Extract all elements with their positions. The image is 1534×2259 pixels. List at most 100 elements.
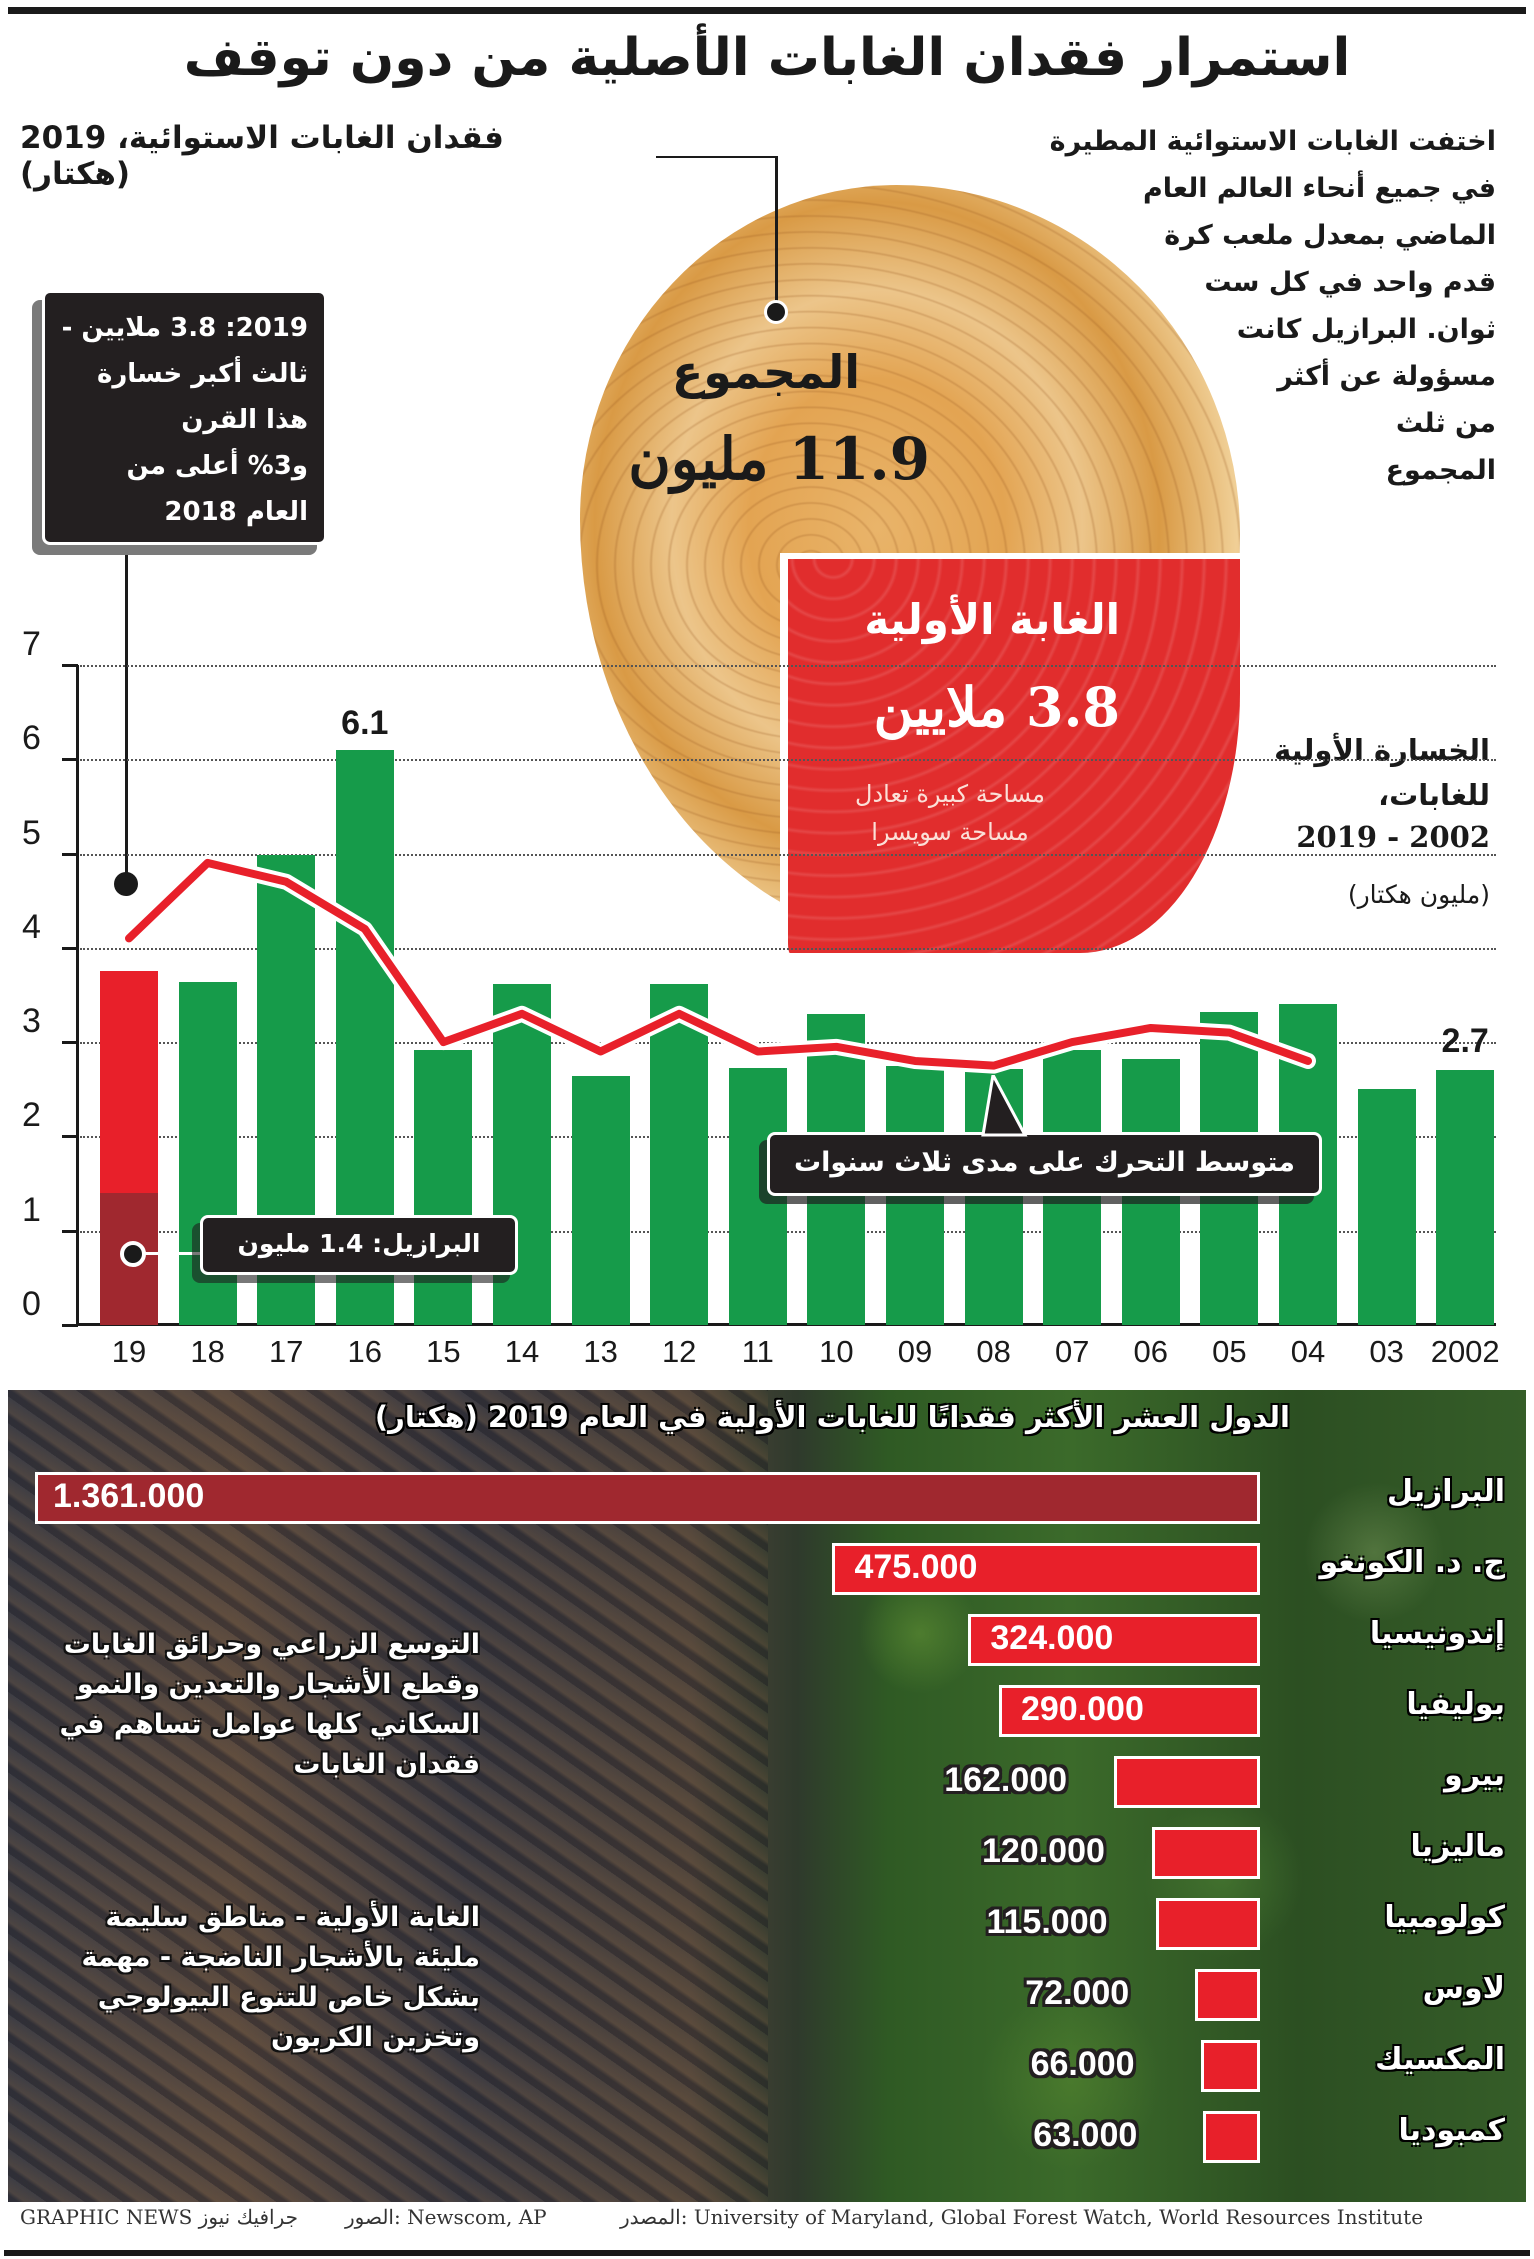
country-value: 63.000 [1033, 2116, 1138, 2154]
moving-average-label: متوسط التحرك على مدى ثلاث سنوات [767, 1132, 1322, 1196]
causes-text: التوسع الزراعي وحرائق الغابات وقطع الأشج… [20, 1625, 480, 1785]
country-name: البرازيل [1386, 1474, 1505, 1509]
country-bar [998, 1685, 1260, 1737]
x-tick-label: 06 [1133, 1334, 1169, 1369]
country-bar [1200, 2040, 1260, 2092]
y-tick-label: 7 [22, 624, 41, 663]
causes-line: وقطع الأشجار والتعدين والنمو [76, 1669, 480, 1700]
country-bar [832, 1543, 1260, 1595]
intro-line: في جميع أنحاء العالم العام [1142, 173, 1496, 204]
x-tick-label: 19 [111, 1334, 147, 1369]
bar [1436, 1070, 1495, 1325]
definition-line: الغابة الأولية - مناطق سليمة [105, 1902, 480, 1933]
footer-source: المصدر: University of Maryland, Global F… [620, 2205, 1424, 2229]
gridline [80, 1230, 1496, 1233]
country-value: 290.000 [1020, 1690, 1144, 1728]
y-tick-label: 5 [22, 813, 41, 852]
definition-text: الغابة الأولية - مناطق سليمة مليئة بالأش… [20, 1898, 480, 2058]
callout-line: العام 2018 [164, 497, 308, 527]
country-bar [968, 1614, 1260, 1666]
y-tick-label: 4 [22, 907, 41, 946]
country-bar [1151, 1827, 1260, 1879]
note-line: مساحة كبيرة تعادل [855, 780, 1045, 808]
country-bar [35, 1472, 1260, 1524]
x-tick-label: 10 [819, 1334, 854, 1369]
total-label: المجموع [671, 345, 860, 399]
x-tick-label: 13 [583, 1334, 618, 1369]
country-value: 1.361.000 [53, 1477, 205, 1515]
intro-line: المجموع [1385, 455, 1496, 486]
chart-title-line: الخسارة الأولية [1274, 733, 1490, 767]
country-name: كمبوديا [1398, 2113, 1505, 2148]
y-tick [62, 1041, 78, 1045]
chart-title-line: للغابات، [1378, 778, 1490, 812]
y-tick [62, 852, 78, 856]
deforestation-photo [8, 1390, 1526, 2202]
country-name: لاوس [1422, 1971, 1505, 2006]
intro-line: اختفت الغابات الاستوائية المطيرة [1049, 126, 1496, 157]
callout-line: ثالث أكبر خسارة [96, 359, 308, 389]
callout-line: و3% أعلى من [126, 451, 308, 481]
y-tick [62, 758, 78, 762]
country-value: 120.000 [981, 1832, 1105, 1870]
x-tick-label: 09 [897, 1334, 933, 1369]
x-tick-label: 05 [1212, 1334, 1247, 1369]
brazil-label: البرازيل: 1.4 مليون [200, 1215, 518, 1275]
stump-heading: فقدان الغابات الاستوائية، 2019 (هكتار) [20, 120, 504, 192]
brazil-connector [144, 1252, 204, 1255]
x-tick-label: 15 [426, 1334, 461, 1369]
gridline [80, 664, 1496, 667]
x-tick-label: 04 [1290, 1334, 1326, 1369]
country-value: 72.000 [1025, 1974, 1130, 2012]
x-tick-label: 08 [976, 1334, 1011, 1369]
country-value: 66.000 [1030, 2045, 1135, 2083]
country-name: كولومبيا [1384, 1900, 1505, 1935]
country-value: 115.000 [986, 1903, 1108, 1941]
bar [650, 983, 709, 1325]
causes-line: السكاني كلها عوامل تساهم في [59, 1709, 480, 1740]
brazil-dot-icon [120, 1241, 146, 1267]
gridline [80, 853, 1496, 856]
footer-photos: الصور: Newscom, AP [345, 2205, 547, 2229]
chart-title: الخسارة الأولية للغابات، [1230, 728, 1490, 818]
definition-line: بشكل خاص للتنوع البيولوجي [97, 1982, 480, 2013]
intro-line: الماضي بمعدل ملعب كرة [1164, 220, 1496, 251]
intro-line: ثوان. البرازيل كانت [1236, 314, 1496, 345]
bar [414, 1049, 473, 1325]
country-value: 324.000 [990, 1619, 1114, 1657]
moving-average-pointer-icon [981, 1075, 1028, 1137]
x-tick-label: 14 [504, 1334, 540, 1369]
burned-land-texture [8, 1390, 768, 2202]
callout-dot-icon [114, 872, 138, 896]
country-value: 162.000 [944, 1761, 1068, 1799]
y-tick [62, 663, 78, 667]
y-tick-label: 1 [22, 1190, 41, 1229]
bar [571, 1076, 630, 1325]
last-value-label: 2.7 [1441, 1022, 1489, 1061]
y-tick-label: 2 [22, 1096, 41, 1135]
peak-value-label: 6.1 [341, 703, 389, 742]
footer-credit: GRAPHIC NEWS جرافيك نيوز [20, 2205, 299, 2229]
intro-line: مسؤولة عن أكثر [1277, 361, 1496, 392]
page-title: استمرار فقدان الغابات الأصلية من دون توق… [183, 28, 1352, 88]
y-tick-label: 6 [22, 719, 41, 758]
x-tick-label: 03 [1369, 1334, 1404, 1369]
note-line: مساحة سويسرا [871, 818, 1029, 846]
callout-2019: 2019: 3.8 ملايين - ثالث أكبر خسارة هذا ا… [42, 290, 327, 545]
callout-line: هذا القرن [181, 405, 308, 435]
y-tick [62, 1135, 78, 1139]
intro-text: اختفت الغابات الاستوائية المطيرة في جميع… [1040, 118, 1496, 494]
y-tick [62, 946, 78, 950]
bottom-rule [4, 2250, 1530, 2256]
bar [1357, 1089, 1416, 1325]
primary-forest-label: الغابة الأولية [864, 595, 1120, 644]
callout-line: 2019: 3.8 ملايين - [61, 313, 308, 343]
total-value: 11.9 مليون [628, 425, 930, 493]
chart-unit: (مليون هكتار) [1347, 880, 1490, 909]
country-name: بوليفيا [1406, 1687, 1505, 1722]
intro-line: قدم واحد في كل ست [1204, 267, 1496, 298]
chart-years: 2002 - 2019 [1296, 820, 1490, 854]
country-name: ماليزيا [1410, 1829, 1505, 1864]
intro-line: من ثلث [1395, 408, 1496, 439]
country-value: 475.000 [854, 1548, 978, 1586]
